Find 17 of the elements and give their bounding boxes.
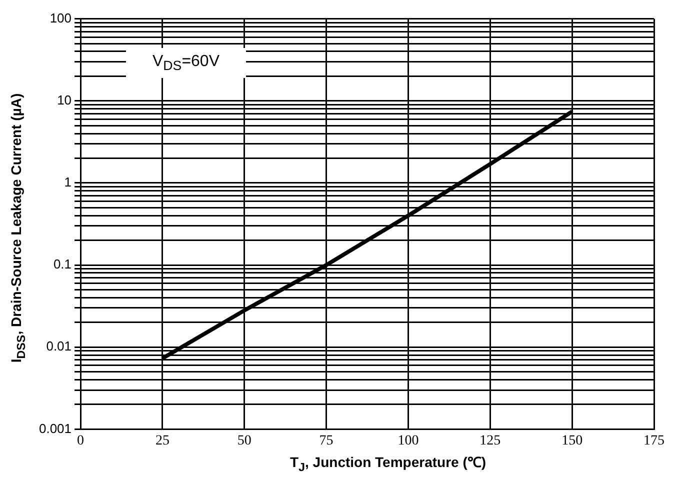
x-tick-label: 50 — [237, 433, 252, 448]
x-tick-label: 125 — [480, 433, 501, 448]
annotation: V$_{DS}$=60V — [152, 52, 220, 74]
x-tick-label: 25 — [155, 433, 170, 448]
y-tick-label: 0.01 — [46, 338, 72, 354]
y-tick-label: 0.001 — [38, 420, 72, 436]
x-tick-label: 0 — [77, 433, 84, 448]
y-tick-label: 100 — [50, 10, 72, 26]
x-tick-label: 100 — [398, 433, 419, 448]
x-tick-label: 75 — [319, 433, 334, 448]
y-tick-label: 1 — [64, 174, 72, 190]
y-tick-label: 10 — [57, 92, 72, 108]
y-tick-label: 0.1 — [53, 256, 72, 272]
x-axis-title: T$_{J}$, Junction Temperature (℃) — [288, 453, 488, 474]
x-tick-label: 175 — [644, 433, 664, 448]
note-box: V$_{DS}$=60V — [126, 48, 246, 78]
x-tick-label: 150 — [562, 433, 583, 448]
